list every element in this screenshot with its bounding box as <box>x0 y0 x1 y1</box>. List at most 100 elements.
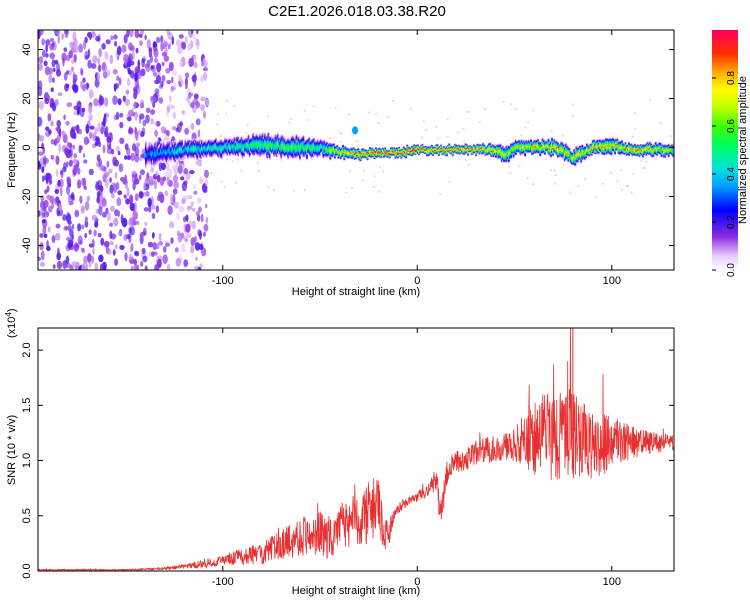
heatmap-cell <box>193 62 198 69</box>
heatmap-cell <box>226 148 229 151</box>
snr-ylabel: SNR (10 * v/v) <box>6 415 18 485</box>
heatmap-cell <box>88 104 93 114</box>
heatmap-cell <box>203 223 209 232</box>
heatmap-cell <box>579 151 581 154</box>
heatmap-cell <box>210 147 213 150</box>
heatmap-cell <box>250 144 252 147</box>
heatmap-cell <box>266 145 269 149</box>
heatmap-cell <box>383 152 385 154</box>
heatmap-cell <box>620 188 623 191</box>
heatmap-cell <box>129 194 134 204</box>
heatmap-cell <box>49 195 55 204</box>
heatmap-cell <box>303 189 306 192</box>
heatmap-cell <box>202 110 206 119</box>
heatmap-cell <box>38 101 44 110</box>
heatmap-cell <box>433 149 435 151</box>
heatmap-cell <box>538 146 540 149</box>
heatmap-cell <box>286 146 288 149</box>
heatmap-cell <box>38 30 41 40</box>
heatmap-cell <box>191 74 197 83</box>
heatmap-cell <box>58 128 62 137</box>
heatmap-cell <box>91 214 97 221</box>
heatmap-cell <box>211 147 214 150</box>
heatmap-cell <box>511 147 514 150</box>
heatmap-cell <box>180 232 185 239</box>
heatmap-cell <box>140 169 145 176</box>
heatmap-cell <box>197 129 201 138</box>
heatmap-cell <box>330 149 333 152</box>
heatmap-cell <box>200 96 206 102</box>
heatmap-cell <box>652 150 655 152</box>
heatmap-cell <box>201 247 207 257</box>
heatmap-cell <box>197 146 200 149</box>
heatmap-cell <box>288 146 291 149</box>
heatmap-cell <box>387 153 390 155</box>
heatmap-cell <box>672 150 674 153</box>
heatmap-cell <box>323 146 326 148</box>
heatmap-cell <box>258 170 260 173</box>
snr-frame <box>37 327 675 572</box>
heatmap-cell <box>461 148 463 150</box>
heatmap-cell <box>72 84 79 92</box>
heatmap-cell <box>74 45 79 54</box>
heatmap-cell <box>188 91 192 100</box>
heatmap-cell <box>399 153 402 154</box>
heatmap-cell <box>89 131 93 140</box>
heatmap-cell <box>177 74 183 82</box>
heatmap-cell <box>348 170 351 173</box>
heatmap-cell <box>205 216 209 224</box>
heatmap-cell <box>248 146 251 149</box>
heatmap-cell <box>49 43 54 51</box>
heatmap-cell <box>289 147 292 150</box>
heatmap-cell <box>66 54 71 62</box>
heatmap-cell <box>201 146 203 150</box>
heatmap-cell <box>168 95 172 103</box>
heatmap-cell <box>208 145 210 148</box>
heatmap-cell <box>302 144 305 148</box>
heatmap-cell <box>421 147 424 150</box>
heatmap-cell <box>91 63 97 69</box>
heatmap-cell <box>659 147 662 150</box>
heatmap-cell <box>352 126 359 135</box>
heatmap-cell <box>155 205 160 214</box>
heatmap-cell <box>151 96 157 102</box>
heatmap-cell <box>197 229 202 237</box>
heatmap-cell <box>140 153 144 158</box>
heatmap-cell <box>171 69 177 76</box>
heatmap-cell <box>290 145 293 149</box>
heatmap-cell <box>152 100 156 108</box>
heatmap-cell <box>44 157 49 164</box>
heatmap-cell <box>607 144 609 147</box>
heatmap-cell <box>82 77 86 83</box>
heatmap-cell <box>518 165 521 168</box>
heatmap-cell <box>198 243 204 251</box>
heatmap-cell <box>187 205 193 210</box>
heatmap-cell <box>153 48 159 58</box>
heatmap-cell <box>130 243 134 252</box>
heatmap-cell <box>428 150 431 152</box>
heatmap-cell <box>150 65 155 70</box>
heatmap-cell <box>194 242 201 251</box>
heatmap-cell <box>159 84 163 89</box>
heatmap-cell <box>181 162 185 169</box>
heatmap-cell <box>150 118 155 125</box>
heatmap-cell <box>56 119 61 128</box>
heatmap-cell <box>153 153 155 158</box>
heatmap-cell <box>42 146 45 155</box>
heatmap-cell <box>88 262 92 268</box>
heatmap-cell <box>164 151 167 155</box>
colorbar: 0.00.20.40.60.8 Normalized spectral ampl… <box>712 30 749 277</box>
heatmap-cell <box>94 127 98 135</box>
heatmap-cell <box>124 143 129 151</box>
heatmap-cell <box>364 153 367 155</box>
heatmap-cell <box>467 150 469 152</box>
heatmap-cell <box>532 147 535 149</box>
heatmap-cell <box>109 54 114 64</box>
heatmap-cell <box>154 243 160 250</box>
heatmap-cell <box>462 149 465 151</box>
heatmap-cell <box>264 142 266 146</box>
heatmap-cell <box>320 145 322 148</box>
heatmap-cell <box>558 150 560 153</box>
heatmap-ytick-label: 40 <box>21 43 33 55</box>
